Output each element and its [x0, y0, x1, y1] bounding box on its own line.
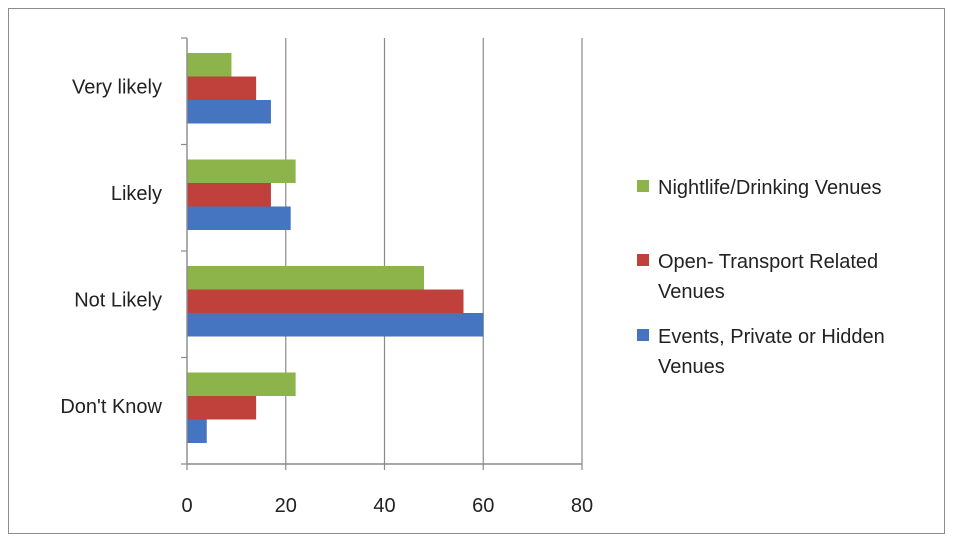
category-labels: Very likely Likely Not Likely Don't Know — [60, 77, 162, 419]
legend-swatch-3 — [637, 329, 649, 341]
category-label: Not Likely — [74, 290, 162, 312]
legend-label-1: Nightlife/Drinking Venues — [658, 177, 881, 199]
legend: Nightlife/Drinking Venues Open- Transport… — [637, 177, 885, 378]
x-tick-label-0: 0 — [181, 495, 192, 517]
x-tick-label-60: 60 — [472, 495, 494, 517]
x-tick-labels: 0 20 40 60 80 — [181, 495, 593, 517]
bar-likely-series-2 — [187, 183, 271, 207]
bar-don-t-know-series-2 — [187, 396, 257, 420]
bar-very-likely-series-2 — [187, 76, 257, 100]
bar-likely-series-3 — [187, 206, 291, 230]
x-tick-label-40: 40 — [373, 495, 395, 517]
bar-very-likely-series-3 — [187, 100, 271, 124]
x-tick-label-20: 20 — [275, 495, 297, 517]
bar-very-likely-series-1 — [187, 53, 232, 77]
legend-label-3: Events, Private or Hidden — [658, 326, 885, 348]
chart-frame — [8, 8, 945, 534]
bar-not-likely-series-2 — [187, 289, 464, 313]
bar-don-t-know-series-3 — [187, 419, 207, 443]
axes — [181, 37, 582, 465]
category-label: Likely — [111, 183, 162, 205]
x-tick-label-80: 80 — [571, 495, 593, 517]
legend-swatch-1 — [637, 180, 649, 192]
bar-don-t-know-series-1 — [187, 372, 296, 396]
bar-not-likely-series-1 — [187, 266, 424, 290]
bar-likely-series-1 — [187, 159, 296, 183]
legend-label-2: Open- Transport Related — [658, 251, 878, 273]
legend-label-3: Venues — [658, 356, 725, 378]
legend-label-2: Venues — [658, 281, 725, 303]
category-label: Very likely — [72, 77, 162, 99]
category-label: Don't Know — [60, 396, 162, 418]
bar-not-likely-series-3 — [187, 313, 484, 337]
legend-swatch-2 — [637, 254, 649, 266]
bars — [187, 53, 484, 443]
